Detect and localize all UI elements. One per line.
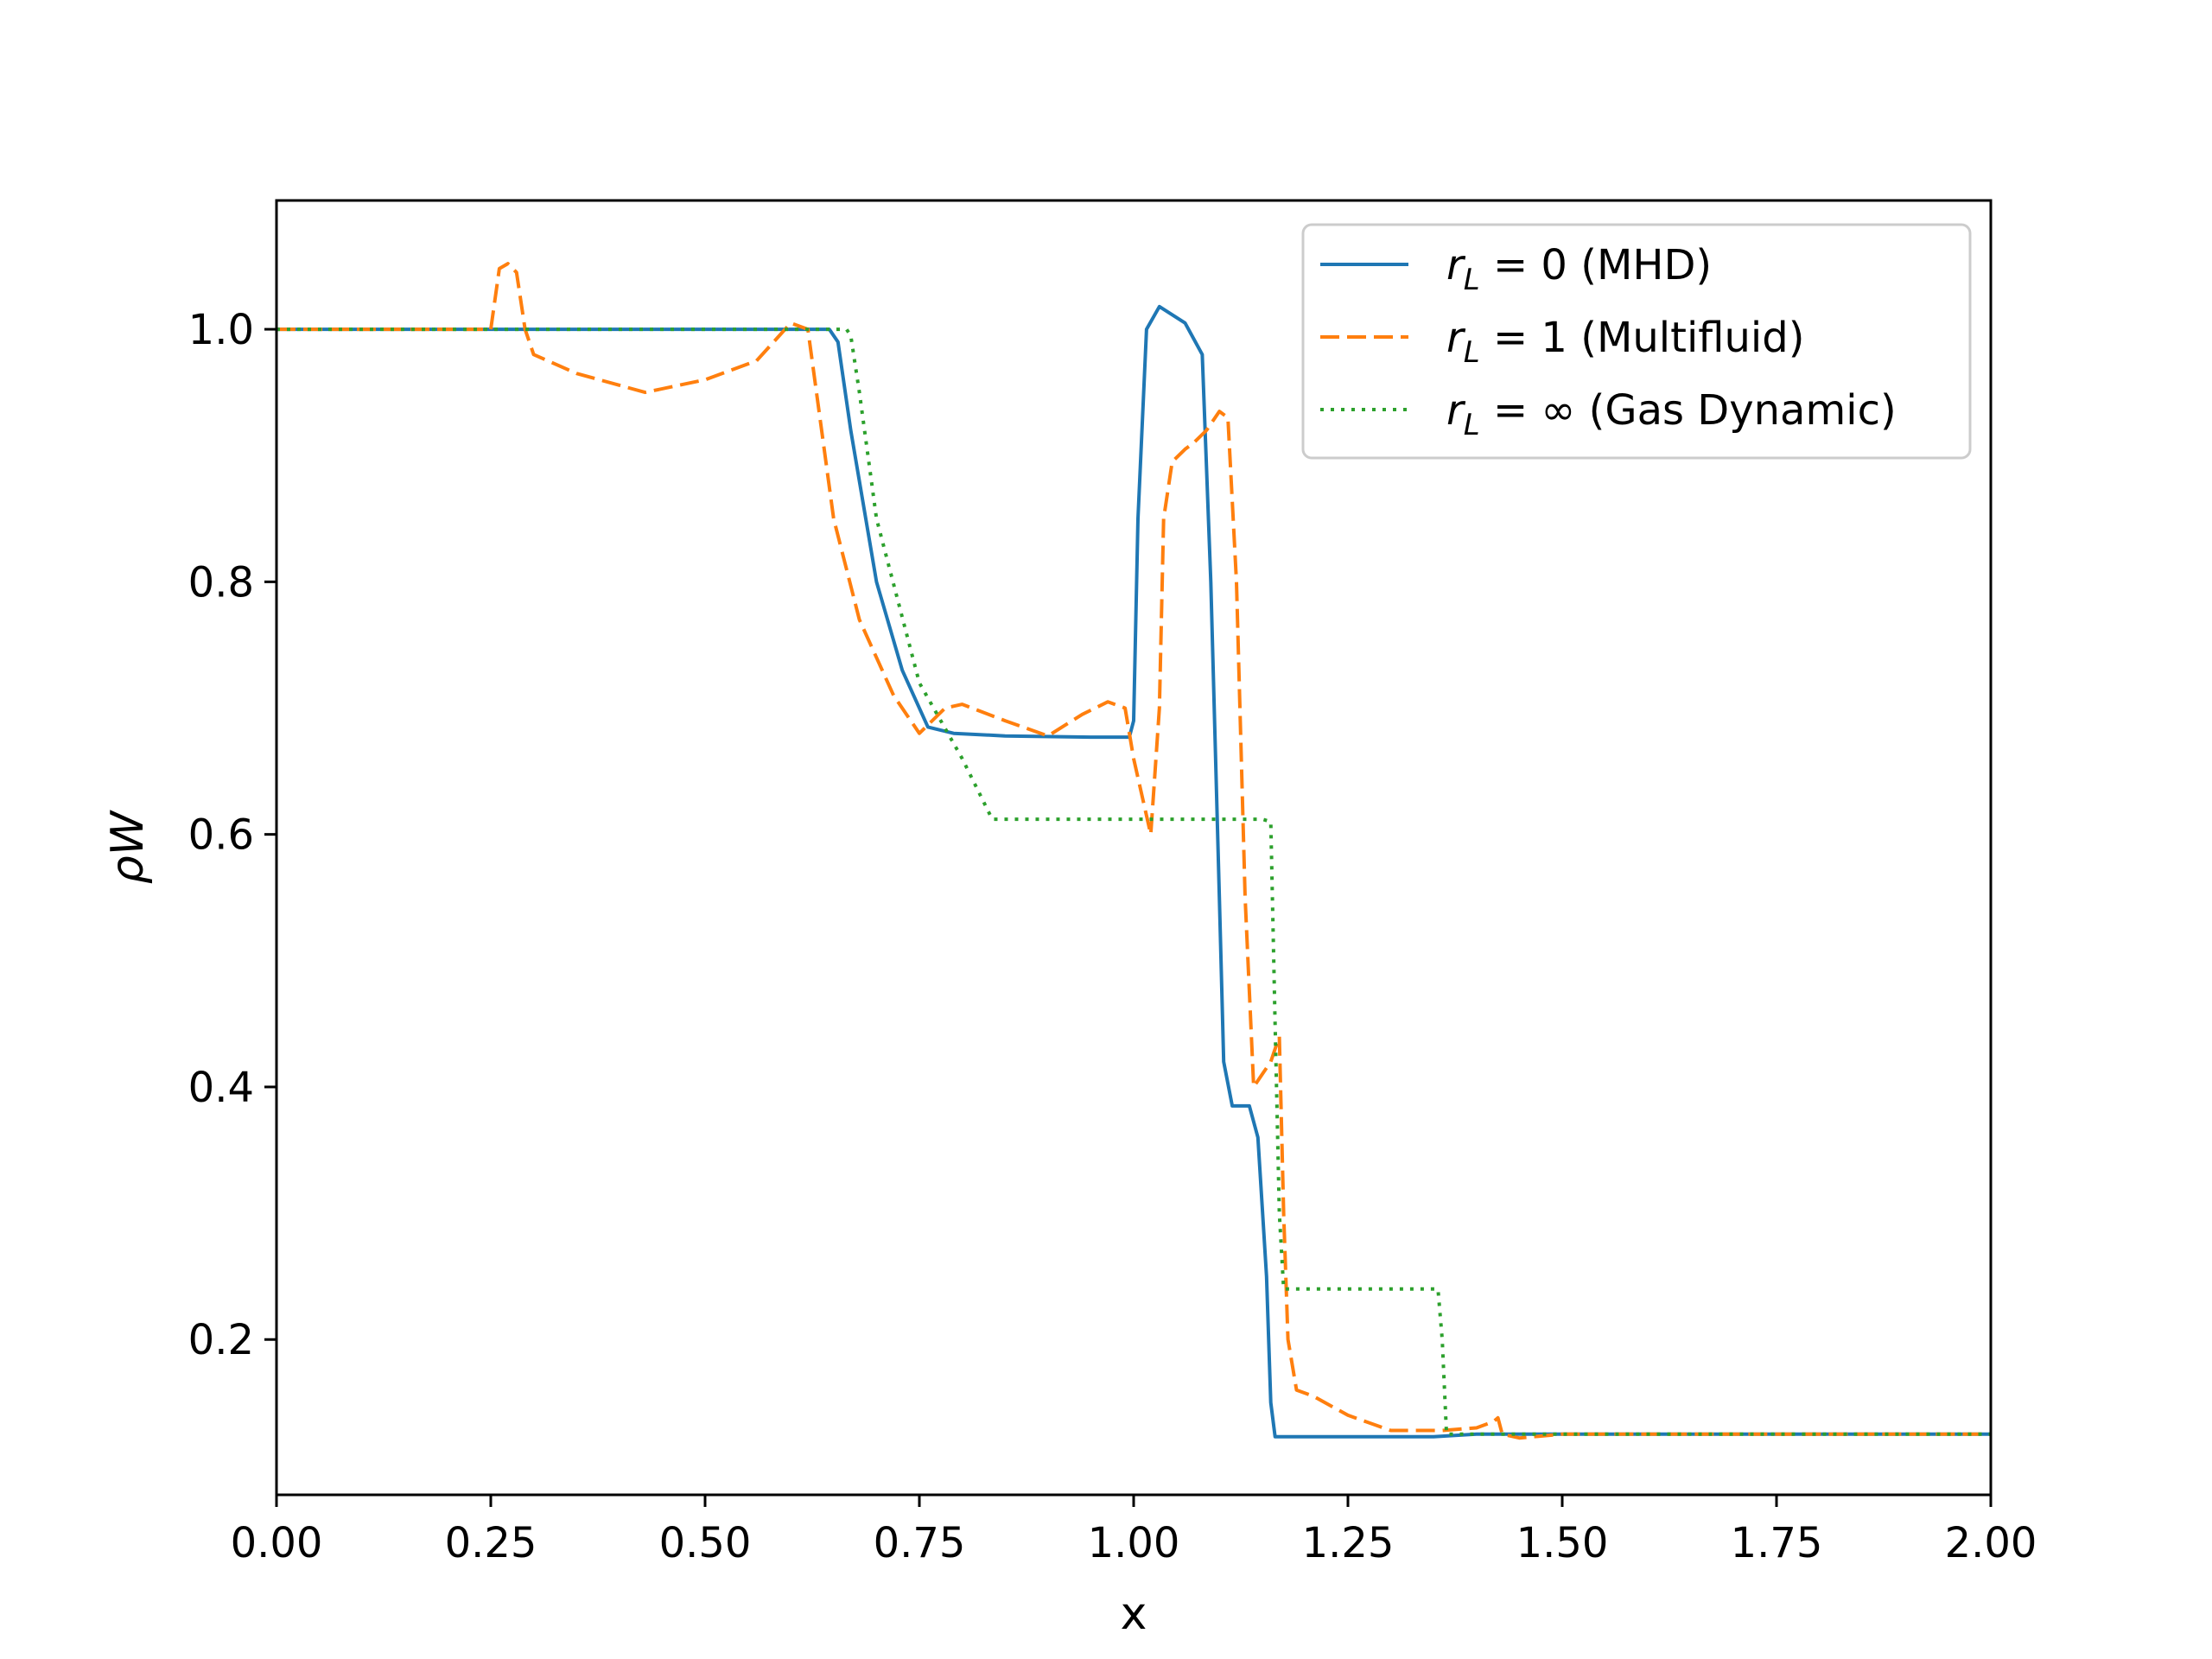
x-tick-label: 0.25 — [445, 1519, 537, 1567]
x-tick-label: 0.50 — [659, 1519, 752, 1567]
legend-label-2: rL = 1 (Multifluid) — [1446, 314, 1804, 370]
legend-text: = 0 (MHD) — [1480, 241, 1712, 289]
legend-symbol: r — [1446, 386, 1466, 435]
x-tick-label: 1.25 — [1302, 1519, 1395, 1567]
legend: rL = 0 (MHD)rL = 1 (Multifluid)rL = ∞ (G… — [1301, 223, 1972, 460]
plot-area — [276, 262, 1991, 1440]
y-tick-label: 0.8 — [188, 558, 254, 607]
legend-box — [1301, 223, 1972, 460]
legend-text: = ∞ (Gas Dynamic) — [1480, 386, 1897, 435]
legend-label-1: rL = 0 (MHD) — [1446, 241, 1712, 297]
x-axis-label: x — [1121, 1588, 1147, 1640]
series-line-2 — [276, 262, 1991, 1440]
x-tick-label: 0.75 — [874, 1519, 966, 1567]
legend-subscript: L — [1464, 335, 1480, 370]
series-line-3 — [276, 327, 1991, 1436]
y-tick-label: 1.0 — [188, 306, 254, 354]
legend-symbol: r — [1446, 314, 1466, 362]
series-line-1 — [276, 304, 1991, 1439]
legend-symbol: r — [1446, 241, 1466, 289]
legend-label-3: rL = ∞ (Gas Dynamic) — [1446, 386, 1897, 442]
legend-text: = 1 (Multifluid) — [1480, 314, 1805, 362]
y-axis-label: ρW — [102, 809, 154, 884]
x-axis: 0.00 0.25 0.50 0.75 1.00 1.25 1.50 1.75 2.00 — [231, 1495, 2037, 1567]
legend-subscript: L — [1464, 263, 1480, 297]
legend-subscript: L — [1464, 408, 1480, 442]
y-tick-label: 0.2 — [188, 1316, 254, 1364]
x-tick-label: 1.75 — [1731, 1519, 1823, 1567]
y-axis: 0.2 0.4 0.6 0.8 1.0 — [188, 306, 276, 1364]
x-tick-label: 2.00 — [1945, 1519, 2037, 1567]
y-tick-label: 0.4 — [188, 1064, 254, 1112]
x-tick-label: 1.50 — [1516, 1519, 1609, 1567]
x-tick-label: 0.00 — [231, 1519, 323, 1567]
y-tick-label: 0.6 — [188, 811, 254, 860]
x-tick-label: 1.00 — [1088, 1519, 1180, 1567]
